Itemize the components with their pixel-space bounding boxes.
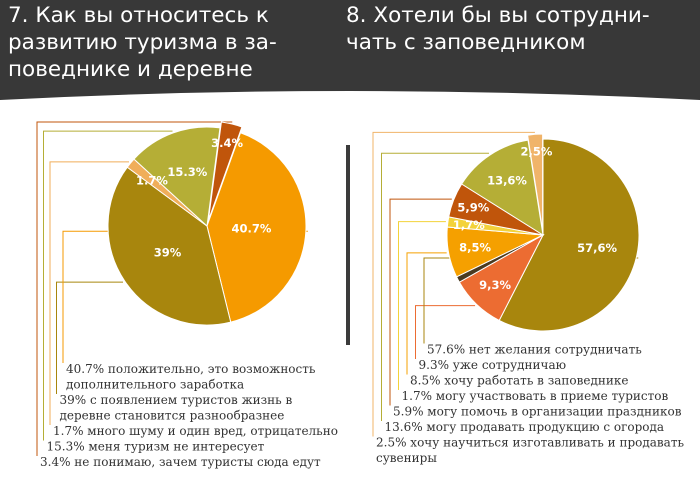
left-legend-item-0: 40.7% положительно, это возможность допол… — [66, 362, 316, 392]
header-background — [0, 0, 700, 100]
left-slice-label-4: 3.4% — [211, 136, 243, 150]
right-legend-item-0: 57.6% нет желания сотрудничать — [427, 343, 642, 357]
left-leader-line-1 — [56, 281, 124, 394]
right-chart-title: 8. Хотели бы вы сотрудни- чать с заповед… — [346, 3, 650, 55]
left-leader-line-2 — [49, 161, 130, 425]
left-slice-label-3: 15.3% — [167, 165, 207, 179]
left-legend: 3.4% не понимаю, зачем туристы сюда едут… — [40, 362, 338, 469]
left-legend-item-3: 15.3% меня туризм не интересует — [47, 440, 265, 454]
right-slice-label-6: 13,6% — [487, 174, 527, 188]
right-slice-label-4: 1,7% — [453, 218, 485, 232]
right-legend: 2.5% хочу научиться изготавливать и прод… — [376, 343, 684, 466]
right-legend-item-3: 8.5% хочу работать в заповеднике — [410, 374, 629, 388]
right-leader-line-1 — [415, 305, 476, 359]
left-pie-slice-0 — [206, 132, 307, 323]
right-pie-chart — [446, 133, 640, 332]
left-leader-line-3 — [43, 130, 173, 441]
left-slice-label-2: 1.7% — [136, 174, 168, 188]
left-pie-slice-4 — [207, 121, 243, 221]
header-bar — [0, 0, 700, 100]
right-leader-line-5 — [389, 198, 452, 406]
left-pie-chart — [107, 121, 307, 326]
left-legend-item-1: 39% с появлением туристов жизнь в деревне… — [60, 393, 293, 423]
right-slice-label-7: 2,5% — [520, 145, 552, 159]
right-leader-line-4 — [398, 221, 446, 390]
right-slice-label-0: 57,6% — [577, 241, 617, 255]
left-slice-label-0: 40.7% — [232, 221, 272, 235]
right-slice-labels: 57,6% 9,3% 8,5% 1,7% 5,9% 13,6% 2,5% — [453, 145, 618, 292]
right-legend-item-4: 1.7% могу участвовать в приеме туристов — [402, 389, 669, 403]
right-pie-slice-6 — [460, 139, 544, 237]
left-pie-slice-3 — [133, 126, 221, 228]
left-slice-labels: 40.7% 39% 1.7%15.3% 3.4% — [136, 136, 272, 259]
right-slice-label-5: 5,9% — [457, 201, 489, 215]
right-pie-slice-7 — [527, 133, 544, 231]
right-legend-item-5: 5.9% могу помочь в организации празднико… — [393, 405, 682, 419]
right-slice-label-1: 9,3% — [479, 278, 511, 292]
right-slice-label-3: 8,5% — [459, 241, 491, 255]
right-pie-slice-0 — [498, 138, 640, 332]
right-leader-line-6 — [381, 152, 489, 421]
chart-divider — [346, 145, 350, 345]
left-legend-item-2: 1.7% много шуму и один вред, отрицательн… — [53, 424, 338, 438]
left-pie-slice-1 — [107, 166, 232, 326]
right-leader-line-3 — [406, 252, 447, 375]
right-legend-item-7: 2.5% хочу научиться изготавливать и прод… — [376, 436, 684, 466]
left-slice-label-1: 39% — [154, 245, 182, 259]
right-legend-item-6: 13.6% могу продавать продукцию с огорода — [385, 420, 665, 434]
left-chart-title: 7. Как вы относитесь к развитию туризма … — [8, 3, 277, 82]
left-legend-item-4: 3.4% не понимаю, зачем туристы сюда едут — [40, 455, 321, 469]
left-leader-line-4 — [36, 121, 233, 456]
right-leader-line-7 — [372, 131, 535, 437]
right-legend-item-1: 9.3% уже сотрудничаю — [419, 358, 567, 372]
